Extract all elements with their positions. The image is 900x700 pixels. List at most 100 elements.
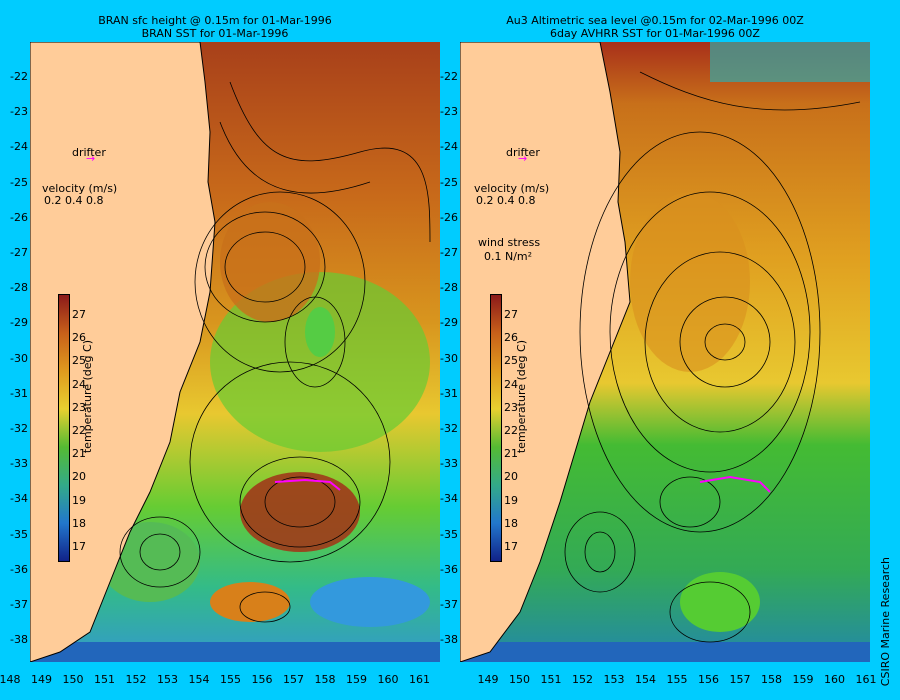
- colorbar-tick: 17: [504, 540, 518, 553]
- colorbar-tick: 22: [504, 424, 518, 437]
- x-tick: 159: [792, 673, 814, 686]
- x-tick: 158: [314, 673, 336, 686]
- x-tick: 148: [0, 673, 21, 686]
- colorbar-tick: 21: [504, 447, 518, 461]
- y-tick: -36: [440, 562, 458, 576]
- colorbar-tick: 25: [72, 354, 86, 368]
- y-tick: -22: [10, 70, 28, 83]
- x-tick: 160: [824, 673, 845, 686]
- y-tick: -30: [10, 351, 28, 365]
- right-title-line2: 6day AVHRR SST for 01-Mar-1996 00Z: [550, 27, 760, 40]
- left-colorbar-label: temperature (deg C): [81, 340, 94, 454]
- credit: CSIRO Marine Research: [879, 556, 892, 686]
- x-tick: 156: [698, 673, 719, 686]
- y-tick: -23: [440, 105, 458, 119]
- colorbar-tick: 25: [504, 354, 518, 368]
- right-title-line1: Au3 Altimetric sea level @0.15m for 02-M…: [506, 14, 804, 27]
- left-title-line2: BRAN SST for 01-Mar-1996: [141, 27, 289, 40]
- right-coastline: [460, 42, 631, 662]
- left-title-line1: BRAN sfc height @ 0.15m for 01-Mar-1996: [98, 14, 332, 27]
- x-tick: 154: [635, 673, 656, 686]
- y-tick: -29: [10, 316, 28, 330]
- left-velocity-label: velocity (m/s): [42, 182, 118, 195]
- colorbar-tick: 26: [504, 331, 518, 345]
- right-drifter-tracks: [699, 475, 771, 493]
- x-tick: 152: [125, 673, 147, 686]
- y-tick: -37: [10, 598, 28, 611]
- right-colorbar-label: temperature (deg C): [515, 340, 528, 454]
- left-velocity-scale: 0.2 0.4 0.8: [44, 194, 104, 207]
- left-contours: [119, 81, 431, 623]
- right-wind-value: 0.1 N/m²: [484, 250, 533, 263]
- x-tick: 157: [283, 673, 304, 686]
- x-tick: 151: [540, 673, 562, 686]
- colorbar-tick: 24: [72, 377, 86, 391]
- colorbar-tick: 20: [504, 470, 518, 484]
- y-tick: -24: [10, 140, 28, 154]
- left-sst-map: [30, 42, 440, 662]
- y-tick: -29: [440, 316, 458, 330]
- x-tick: 152: [572, 673, 593, 686]
- x-tick: 149: [31, 673, 52, 686]
- left-drifter-tracks: [274, 478, 341, 491]
- colorbar-tick: 23: [72, 400, 86, 414]
- colorbar-tick: 24: [504, 377, 518, 391]
- y-tick: -34: [10, 492, 28, 506]
- left-drifter-icon: →: [86, 152, 96, 165]
- y-tick: -34: [440, 492, 458, 506]
- y-tick: -23: [10, 105, 28, 119]
- left-coastline: [30, 42, 216, 662]
- colorbar-tick: 20: [72, 470, 86, 484]
- y-tick: -26: [10, 210, 28, 224]
- y-tick: -30: [440, 351, 458, 365]
- x-tick: 151: [94, 673, 115, 686]
- colorbar-tick: 19: [72, 493, 86, 507]
- x-tick: 153: [157, 673, 178, 686]
- y-tick: -35: [440, 527, 458, 541]
- y-tick: -37: [440, 598, 458, 611]
- x-tick: 150: [62, 673, 84, 686]
- y-tick: -22: [440, 70, 458, 83]
- colorbar-tick: 23: [504, 400, 518, 414]
- x-tick: 161: [855, 673, 877, 686]
- y-tick: -36: [10, 562, 28, 576]
- y-tick: -27: [440, 246, 458, 259]
- y-tick: -27: [10, 246, 28, 259]
- right-drifter-icon: →: [518, 152, 528, 165]
- colorbar-tick: 22: [72, 424, 86, 437]
- y-tick: -24: [440, 140, 458, 154]
- colorbar-tick: 27: [72, 308, 86, 321]
- colorbar-tick: 21: [72, 447, 86, 461]
- left-drifter-label: drifter: [72, 146, 106, 159]
- y-tick: -33: [440, 457, 458, 471]
- colorbar-tick: 26: [72, 331, 86, 345]
- x-tick: 150: [509, 673, 530, 686]
- x-tick: 155: [220, 673, 241, 686]
- colorbar-tick: 17: [72, 540, 86, 553]
- x-tick: 161: [409, 673, 430, 686]
- y-tick: -32: [440, 422, 458, 435]
- x-tick: 156: [251, 673, 273, 686]
- colorbar-tick: 27: [504, 308, 518, 321]
- colorbar-tick: 18: [504, 516, 518, 530]
- x-tick: 154: [188, 673, 210, 686]
- x-tick: 149: [477, 673, 499, 686]
- y-tick: -38: [440, 633, 458, 647]
- x-tick: 158: [761, 673, 782, 686]
- right-colorbar: [490, 294, 502, 562]
- x-tick: 160: [377, 673, 399, 686]
- right-sst-map: [460, 42, 870, 662]
- right-drifter-label: drifter: [506, 146, 540, 159]
- y-tick: -35: [10, 527, 28, 541]
- x-tick: 157: [729, 673, 751, 686]
- y-tick: -31: [10, 386, 28, 400]
- x-tick: 155: [666, 673, 688, 686]
- right-wind-label: wind stress: [478, 236, 541, 249]
- y-tick: -26: [440, 210, 458, 224]
- right-panel-title: Au3 Altimetric sea level @0.15m for 02-M…: [440, 14, 870, 40]
- left-panel-title: BRAN sfc height @ 0.15m for 01-Mar-1996 …: [0, 14, 430, 40]
- y-tick: -25: [440, 175, 458, 189]
- x-tick: 159: [346, 673, 367, 686]
- left-colorbar: [58, 294, 70, 562]
- y-tick: -31: [440, 386, 458, 400]
